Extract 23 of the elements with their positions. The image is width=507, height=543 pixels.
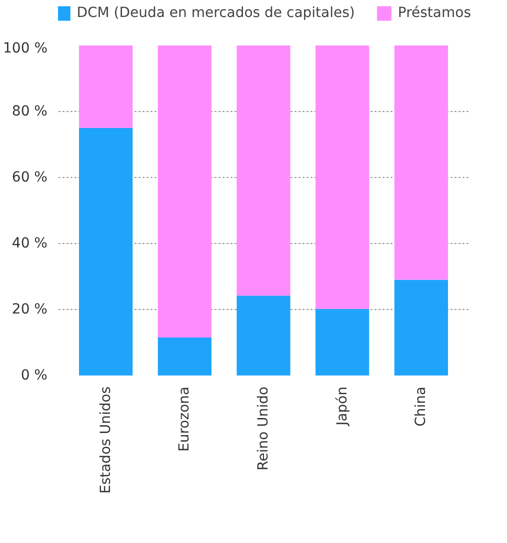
y-tick-label: 100 % [3, 40, 48, 56]
x-tick-label: China [413, 386, 430, 426]
bar [394, 280, 448, 376]
bar [316, 308, 370, 376]
y-tick-label: 20 % [12, 302, 48, 318]
bar [79, 46, 133, 128]
legend-label: DCM (Deuda en mercados de capitales) [76, 5, 355, 21]
x-tick-label: Reino Unido [256, 386, 272, 470]
x-tick-label: Japón [334, 386, 350, 427]
bar [394, 46, 448, 280]
bar [316, 46, 370, 309]
y-tick-label: 80 % [12, 104, 48, 120]
y-tick-label: 60 % [12, 170, 48, 186]
legend-label: Préstamos [398, 5, 471, 21]
bar [236, 296, 290, 376]
x-tick-label: Estados Unidos [98, 386, 114, 494]
bar [158, 46, 212, 338]
bar [158, 338, 212, 376]
y-tick-label: 40 % [12, 236, 48, 252]
x-tick-label: Eurozona [176, 386, 193, 452]
bar [236, 46, 290, 296]
bar [79, 128, 133, 376]
y-tick-label: 0 % [20, 368, 48, 384]
